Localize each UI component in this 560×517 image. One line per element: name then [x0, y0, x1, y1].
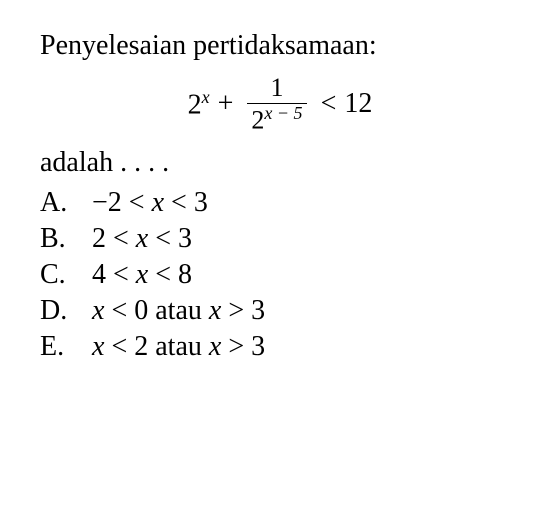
den-base: 2	[251, 105, 264, 134]
option-c: C. 4 < x < 8	[40, 259, 520, 291]
option-a: A. −2 < x < 3	[40, 187, 520, 219]
option-text: x < 2 atau x > 3	[92, 331, 520, 363]
option-letter: D.	[40, 295, 92, 327]
option-b: B. 2 < x < 3	[40, 223, 520, 255]
options-list: A. −2 < x < 3 B. 2 < x < 3 C. 4 < x < 8 …	[40, 187, 520, 363]
adalah-text: adalah . . . .	[40, 147, 520, 179]
term-1: 2x	[188, 87, 210, 121]
den-exp: x − 5	[264, 103, 302, 123]
option-letter: A.	[40, 187, 92, 219]
fraction: 1 2x − 5	[247, 74, 306, 135]
fraction-numerator: 1	[262, 74, 291, 103]
rhs: 12	[344, 88, 372, 120]
option-letter: B.	[40, 223, 92, 255]
fraction-denominator: 2x − 5	[247, 104, 306, 135]
option-d: D. x < 0 atau x > 3	[40, 295, 520, 327]
equation-inner: 2x + 1 2x − 5 < 12	[188, 74, 373, 135]
option-letter: C.	[40, 259, 92, 291]
equation: 2x + 1 2x − 5 < 12	[40, 74, 520, 135]
option-text: 4 < x < 8	[92, 259, 520, 291]
option-text: x < 0 atau x > 3	[92, 295, 520, 327]
option-text: 2 < x < 3	[92, 223, 520, 255]
term1-base: 2	[188, 90, 202, 121]
option-text: −2 < x < 3	[92, 187, 520, 219]
term1-exp: x	[202, 87, 210, 107]
option-e: E. x < 2 atau x > 3	[40, 331, 520, 363]
option-letter: E.	[40, 331, 92, 363]
problem-title: Penyelesaian pertidaksamaan:	[40, 30, 520, 62]
less-than: <	[321, 88, 337, 120]
plus-sign: +	[218, 88, 234, 120]
